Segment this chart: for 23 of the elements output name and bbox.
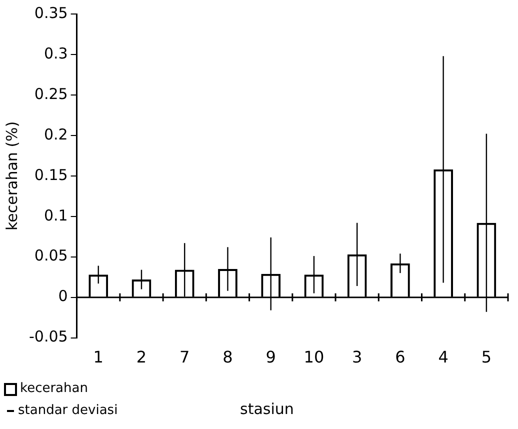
x-tick-label: 8 xyxy=(222,348,233,367)
y-tick-label: 0.15 xyxy=(34,166,68,184)
y-tick-label: 0.35 xyxy=(34,4,68,22)
x-tick-label: 6 xyxy=(395,348,406,367)
y-tick-label: -0.05 xyxy=(29,328,68,346)
y-tick-label: 0 xyxy=(58,287,68,306)
x-axis-title: stasiun xyxy=(240,400,294,418)
y-axis-title: kecerahan (%) xyxy=(2,121,21,230)
x-tick-label: 3 xyxy=(352,348,362,367)
x-tick-label: 10 xyxy=(304,348,324,367)
y-tick-label: 0.1 xyxy=(44,206,68,224)
legend-label: kecerahan xyxy=(20,380,88,398)
y-tick-label: 0.3 xyxy=(44,44,68,62)
y-tick-label: 0.2 xyxy=(44,125,68,144)
x-tick-label: 1 xyxy=(93,348,104,367)
x-tick-label: 2 xyxy=(136,348,147,367)
y-tick-label: 0.05 xyxy=(34,246,68,265)
x-tick-label: 7 xyxy=(180,348,190,367)
x-tick-label: 4 xyxy=(438,348,448,367)
text: standar deviasi xyxy=(18,402,118,420)
y-tick-label: 0.25 xyxy=(34,84,68,103)
x-tick-label: 5 xyxy=(481,348,492,367)
x-tick-label: 9 xyxy=(266,348,276,367)
